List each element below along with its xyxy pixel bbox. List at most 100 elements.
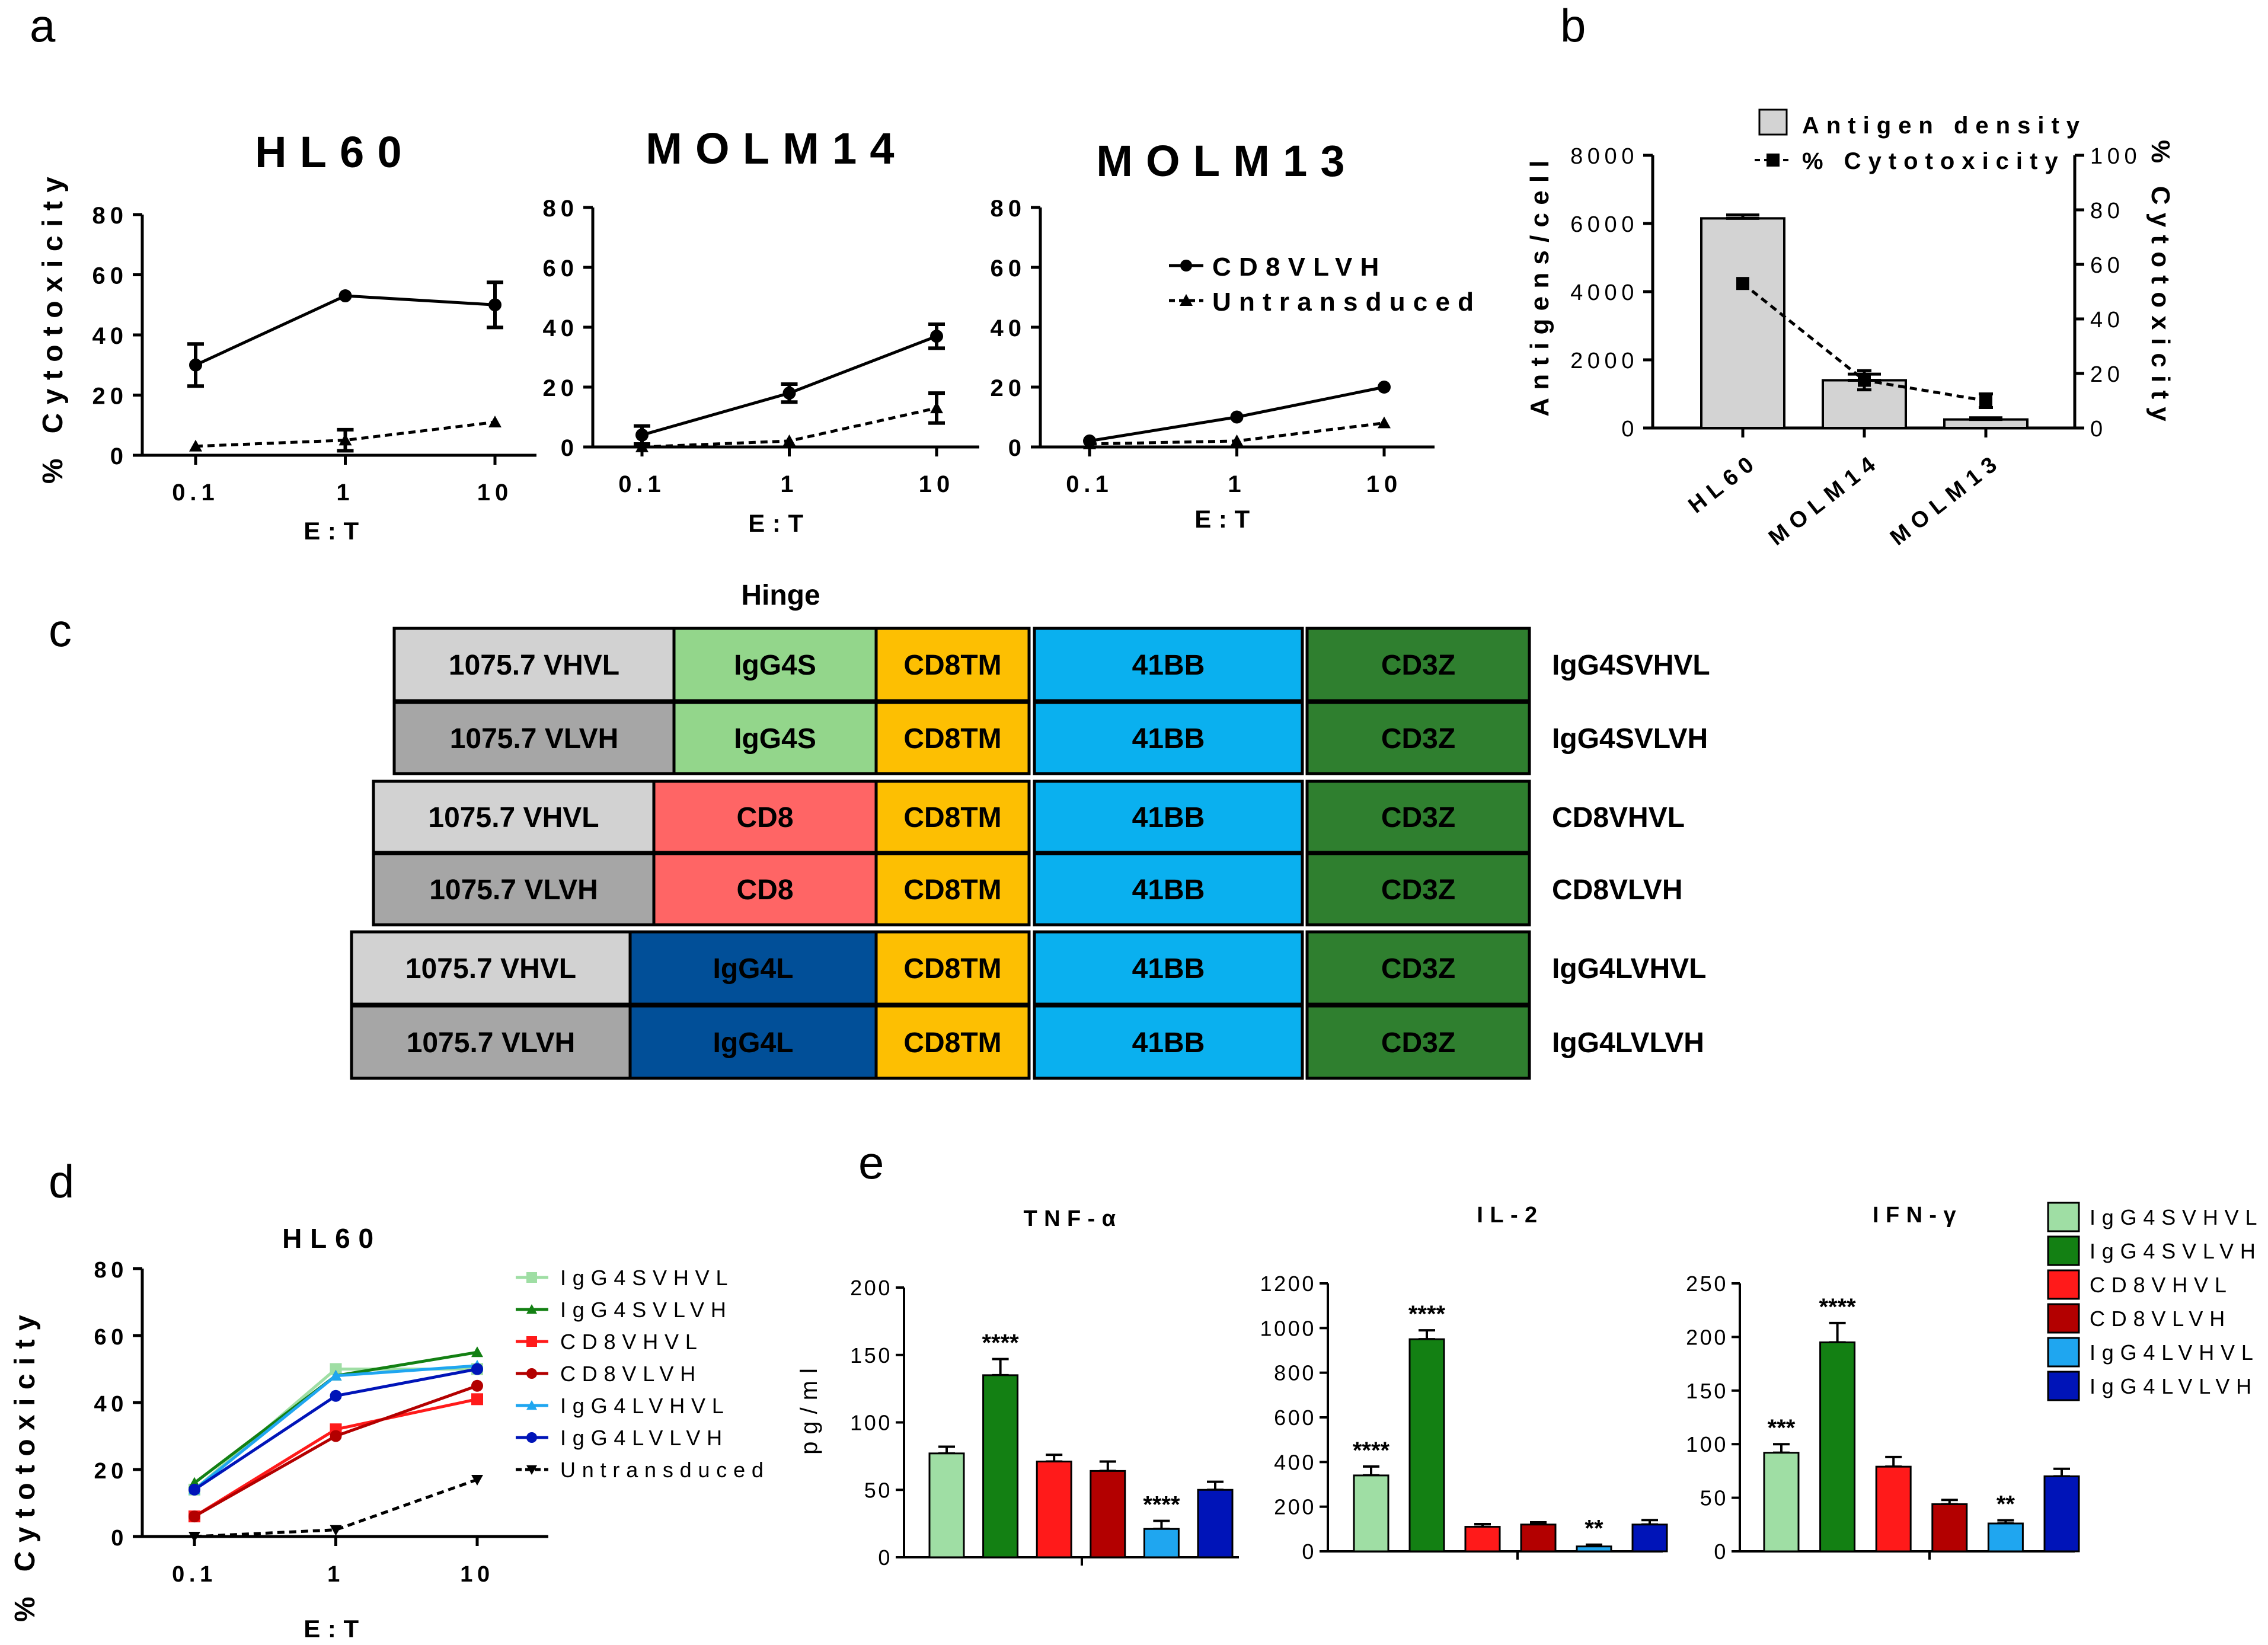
signal-domain-label: CD3Z bbox=[1381, 802, 1455, 833]
data-point bbox=[782, 387, 796, 400]
scfv-domain-label: 1075.7 VHVL bbox=[405, 953, 576, 985]
hinge-domain-label: IgG4S bbox=[734, 723, 816, 755]
y-tick-label: 80 bbox=[92, 203, 129, 229]
tm-domain-label: CD8TM bbox=[903, 802, 1001, 833]
error-bar bbox=[1363, 1465, 1379, 1477]
legend-marker bbox=[526, 1400, 537, 1410]
legend-label: IgG4SVHVL bbox=[2090, 1205, 2263, 1229]
bar bbox=[1931, 1503, 1968, 1553]
data-point bbox=[471, 1474, 483, 1486]
error-bar bbox=[1969, 416, 2002, 421]
scfv-domain-label: 1075.7 VHVL bbox=[449, 650, 619, 681]
data-point bbox=[189, 439, 202, 452]
legend-marker-circle bbox=[1180, 260, 1192, 271]
y-tick-label: 50 bbox=[864, 1478, 892, 1502]
significance-label: **** bbox=[982, 1330, 1019, 1356]
data-point bbox=[1378, 416, 1391, 429]
legend: IgG4SVHVL IgG4SVLVH CD8VHVL CD8VLVH IgG4LVHV… bbox=[2047, 1202, 2263, 1401]
y-tick-label: 200 bbox=[1686, 1325, 1728, 1349]
bar bbox=[1143, 1528, 1180, 1558]
x-tick-label: 0.1 bbox=[618, 471, 666, 497]
error-bar bbox=[1773, 1443, 1790, 1454]
data-point bbox=[488, 298, 501, 312]
error-bar bbox=[2053, 1467, 2070, 1478]
tm-domain-label: CD8TM bbox=[903, 953, 1001, 985]
y-tick-label: 400 bbox=[1274, 1450, 1316, 1474]
panel-e-tnf: TNF-α pg/ml 0 50 100 150 200 **** **** bbox=[796, 1206, 1239, 1570]
data-point bbox=[1858, 373, 1871, 387]
bar bbox=[1520, 1523, 1557, 1553]
y2-tick-label: 80 bbox=[2090, 199, 2124, 223]
x-axis-label: E:T bbox=[304, 517, 366, 545]
y-tick-label: 0 bbox=[1714, 1539, 1728, 1564]
legend: Antigen density % Cytotoxicity bbox=[1755, 108, 2087, 174]
bar bbox=[928, 1452, 965, 1558]
y-tick-label: 800 bbox=[1274, 1361, 1316, 1385]
hinge-domain-label: CD8 bbox=[736, 802, 793, 833]
construct-name: IgG4SVHVL bbox=[1552, 650, 1710, 681]
legend-label: CD8VLVH bbox=[2090, 1307, 2231, 1331]
panel-a-molm14: MOLM14 E:T 0 20 40 60 80 0.1 1 10 bbox=[543, 124, 979, 537]
tm-domain bbox=[874, 1004, 1031, 1080]
y-tick-label: 1000 bbox=[1260, 1316, 1317, 1340]
data-point bbox=[330, 1390, 342, 1402]
y-tick-label: 1200 bbox=[1260, 1272, 1317, 1296]
legend: IgG4SVHVL IgG4SVLVH CD8VHVL CD8VLVH IgG4LVHV… bbox=[516, 1266, 764, 1482]
tm-domain bbox=[874, 852, 1031, 927]
x-axis-label: E:T bbox=[1194, 505, 1257, 533]
legend-label: IgG4LVLVH bbox=[560, 1426, 729, 1450]
error-bar bbox=[1153, 1519, 1170, 1531]
costim-domain bbox=[1033, 701, 1304, 775]
legend-swatch-antigen-density bbox=[1758, 108, 1788, 136]
scfv-domain-label: 1075.7 VLVH bbox=[407, 1027, 576, 1059]
legend-marker bbox=[526, 1304, 537, 1314]
error-bar bbox=[992, 1357, 1009, 1376]
data-point bbox=[471, 1379, 483, 1392]
y-axis-label: % Cytotoxicity bbox=[9, 1307, 41, 1622]
legend-label: IgG4LVHVL bbox=[560, 1394, 730, 1418]
panel-letter-d: d bbox=[49, 1155, 74, 1208]
y-tick-label: 150 bbox=[850, 1343, 892, 1368]
y-tick-label: 50 bbox=[1700, 1486, 1728, 1510]
y-tick-label: 60 bbox=[543, 255, 579, 282]
x-axis-label: E:T bbox=[304, 1615, 366, 1643]
chart-title: HL60 bbox=[255, 127, 415, 177]
costim-domain bbox=[1033, 930, 1304, 1006]
hinge-domain-label: IgG4L bbox=[713, 1027, 793, 1059]
significance-label: **** bbox=[1353, 1438, 1390, 1464]
tm-domain-label: CD8TM bbox=[903, 874, 1001, 906]
data-point bbox=[635, 428, 649, 442]
legend-swatch bbox=[2047, 1371, 2080, 1401]
signal-domain-label: CD3Z bbox=[1381, 874, 1455, 906]
data-point bbox=[471, 1346, 483, 1357]
panel-c-diagram: Hinge 1075.7 VHVL IgG4S CD8TM 41BB CD3Z IgG4S… bbox=[350, 580, 1710, 1080]
data-point bbox=[1378, 381, 1391, 394]
y-tick-label: 100 bbox=[1686, 1432, 1728, 1456]
y-tick-label: 6000 bbox=[1570, 212, 1638, 237]
bar bbox=[1987, 1522, 2024, 1553]
data-point bbox=[471, 1363, 483, 1375]
y-tick-label: 80 bbox=[94, 1258, 128, 1283]
panel-letter-e: e bbox=[858, 1136, 884, 1189]
hinge-domain bbox=[672, 701, 878, 775]
data-point bbox=[330, 1430, 342, 1442]
y-tick-label: 40 bbox=[92, 323, 129, 349]
legend-label: IgG4SVLVH bbox=[2090, 1239, 2262, 1263]
series-line bbox=[193, 1397, 478, 1518]
y-tick-label: 0 bbox=[111, 1526, 128, 1551]
data-point bbox=[330, 1525, 342, 1536]
y-tick-label: 2000 bbox=[1570, 349, 1638, 373]
scfv-domain bbox=[372, 780, 656, 854]
legend-label-antigen-density: Antigen density bbox=[1802, 113, 2087, 139]
bar bbox=[1090, 1470, 1126, 1558]
legend-label-untransduced: Untransduced bbox=[1212, 288, 1481, 317]
scfv-domain bbox=[392, 701, 676, 775]
legend-marker bbox=[526, 1368, 537, 1379]
error-bar bbox=[938, 1445, 955, 1455]
data-point bbox=[338, 289, 352, 303]
data-point bbox=[189, 358, 202, 372]
legend-label-cd8vlvh: CD8VLVH bbox=[1212, 253, 1387, 282]
error-bar bbox=[1046, 1454, 1063, 1463]
signal-domain bbox=[1305, 627, 1531, 702]
